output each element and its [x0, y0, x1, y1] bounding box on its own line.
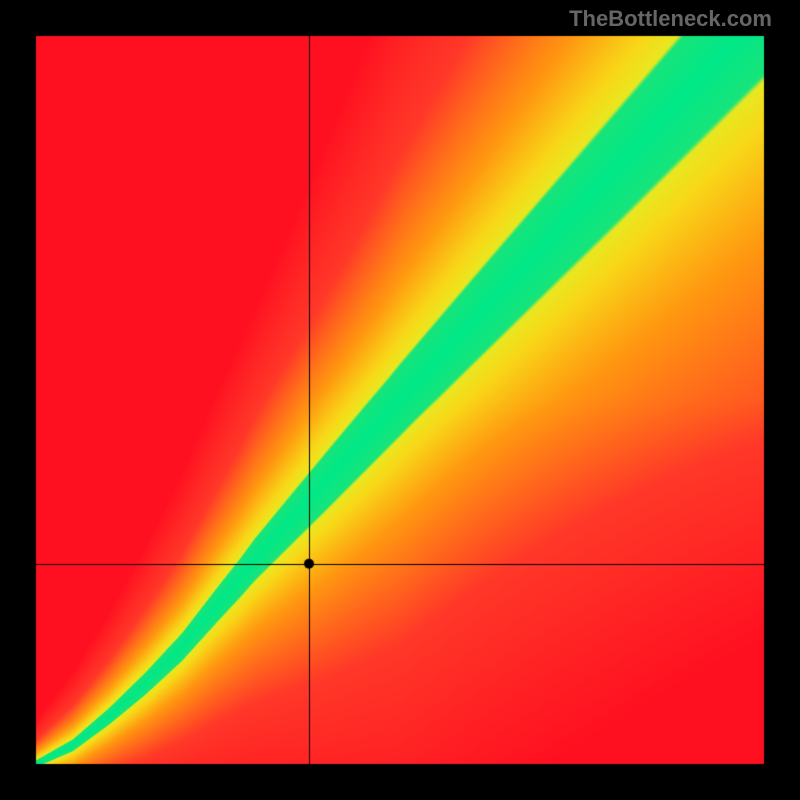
chart-container: TheBottleneck.com: [0, 0, 800, 800]
watermark-text: TheBottleneck.com: [569, 6, 772, 32]
bottleneck-heatmap: [0, 0, 800, 800]
